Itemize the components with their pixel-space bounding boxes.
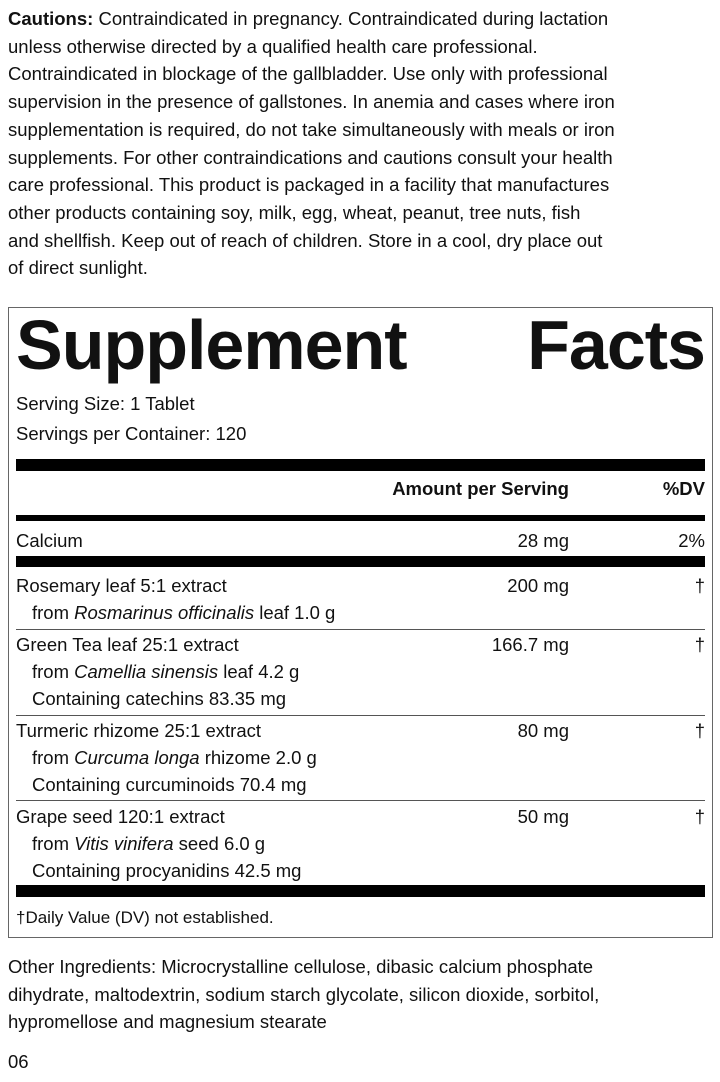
calcium-name: Calcium (16, 530, 83, 551)
ingredient-source: from Camellia sinensis leaf 4.2 g (32, 658, 299, 686)
ingredient-dv: † (694, 575, 705, 596)
ingredient-dv: † (694, 720, 705, 741)
servings-per-container: Servings per Container: 120 (16, 423, 247, 444)
cautions-line: Contraindicated in blockage of the gallb… (8, 63, 608, 85)
title-word-1: Supplement (16, 306, 408, 384)
ingredient-amount: 80 mg (517, 720, 569, 741)
cautions-text: Contraindicated in pregnancy. Contraindi… (93, 8, 609, 29)
cautions-line: unless otherwise directed by a qualified… (8, 35, 538, 57)
ingredient-source: from Vitis vinifera seed 6.0 g (32, 830, 265, 858)
source-prefix: from (32, 602, 75, 623)
serving-size: Serving Size: 1 Tablet (16, 393, 195, 414)
row-divider (16, 800, 705, 801)
row-divider (16, 715, 705, 716)
source-latin-name: Vitis vinifera (74, 833, 174, 854)
cautions-line: supervision in the presence of gallstone… (8, 91, 615, 113)
thick-divider (16, 459, 705, 471)
supplement-facts-title: Supplement Facts (16, 306, 706, 384)
source-suffix: leaf 4.2 g (218, 661, 300, 682)
ingredient-dv: † (694, 634, 705, 655)
dv-footnote: †Daily Value (DV) not established. (16, 908, 274, 927)
calcium-amount: 28 mg (517, 530, 569, 551)
header-amount: Amount per Serving (392, 478, 569, 499)
title-word-2: Facts (527, 306, 706, 384)
row-divider (16, 629, 705, 630)
thick-divider (16, 885, 705, 897)
ingredient-amount: 50 mg (517, 806, 569, 827)
source-suffix: leaf 1.0 g (254, 602, 336, 623)
cautions-line: Cautions: Contraindicated in pregnancy. … (8, 5, 608, 33)
other-ingredients-line: Other Ingredients: Microcrystalline cell… (8, 956, 594, 977)
cautions-line: and shellfish. Keep out of reach of chil… (8, 229, 603, 251)
ingredient-amount: 200 mg (507, 575, 569, 596)
ingredient-containing: Containing curcuminoids 70.4 mg (32, 774, 307, 795)
cautions-line: of direct sunlight. (8, 257, 148, 279)
cautions-line: supplements. For other contraindications… (8, 146, 613, 168)
ingredient-source: from Curcuma longa rhizome 2.0 g (32, 744, 317, 772)
cautions-label: Cautions: (8, 8, 94, 29)
supplement-facts-box (8, 307, 713, 938)
ingredient-name: Turmeric rhizome 25:1 extract (16, 720, 262, 741)
other-ingredients-line: hypromellose and magnesium stearate (8, 1011, 327, 1032)
source-suffix: rhizome 2.0 g (199, 747, 317, 768)
ingredient-name: Rosemary leaf 5:1 extract (16, 575, 227, 596)
source-latin-name: Rosmarinus officinalis (74, 602, 255, 623)
other-ingredients-line: dihydrate, maltodextrin, sodium starch g… (8, 984, 600, 1005)
ingredient-dv: † (694, 806, 705, 827)
source-latin-name: Curcuma longa (74, 747, 200, 768)
header-dv: %DV (662, 478, 705, 499)
thick-divider (16, 556, 705, 567)
ingredient-name: Grape seed 120:1 extract (16, 806, 225, 827)
ingredient-containing: Containing catechins 83.35 mg (32, 688, 287, 709)
source-prefix: from (32, 661, 75, 682)
ingredient-source: from Rosmarinus officinalis leaf 1.0 g (32, 599, 335, 627)
source-prefix: from (32, 833, 75, 854)
medium-divider (16, 515, 705, 521)
cautions-line: other products containing soy, milk, egg… (8, 201, 581, 223)
source-latin-name: Camellia sinensis (74, 661, 219, 682)
page-code: 06 (8, 1051, 29, 1072)
calcium-dv: 2% (678, 530, 705, 551)
cautions-line: care professional. This product is packa… (8, 174, 610, 196)
ingredient-name: Green Tea leaf 25:1 extract (16, 634, 239, 655)
ingredient-containing: Containing procyanidins 42.5 mg (32, 860, 302, 881)
source-prefix: from (32, 747, 75, 768)
source-suffix: seed 6.0 g (173, 833, 266, 854)
ingredient-amount: 166.7 mg (491, 634, 569, 655)
cautions-line: supplementation is required, do not take… (8, 118, 615, 140)
